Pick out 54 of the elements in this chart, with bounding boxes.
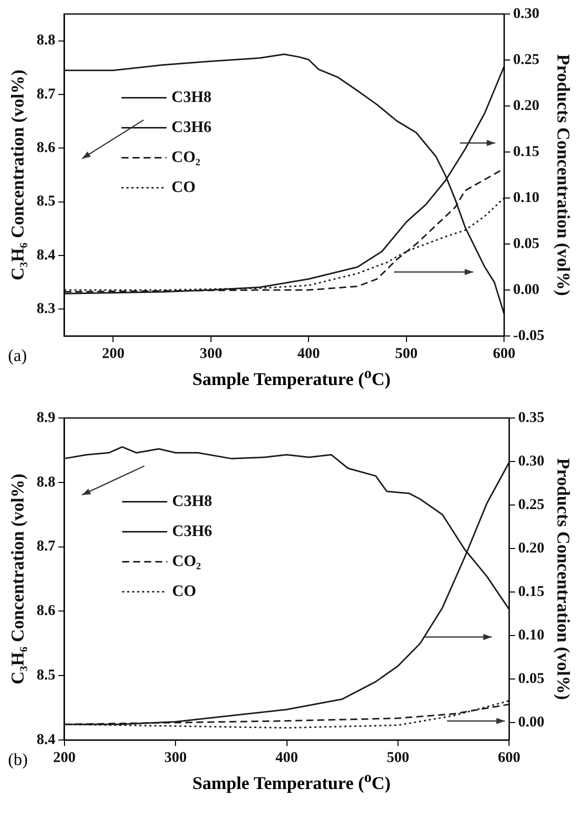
x-tick-label: 400 <box>276 750 298 766</box>
legend-label: CO <box>172 178 196 196</box>
legend-label: CO₂ <box>172 552 202 570</box>
x-tick-label: 400 <box>297 346 320 362</box>
legend-label: C3H8 <box>172 88 212 106</box>
x-tick-label: 200 <box>102 346 124 362</box>
y-tick-label: 8.6 <box>36 140 56 156</box>
y2-tick-label: 0.15 <box>518 584 544 600</box>
legend-label: C3H6 <box>172 118 212 136</box>
y-tick-label: 8.8 <box>36 32 56 49</box>
y-tick-label: 8.7 <box>36 86 56 102</box>
y2-tick-label: -0.05 <box>513 328 544 344</box>
y-tick-label: 8.6 <box>36 603 56 620</box>
y-tick-label: 8.9 <box>36 410 56 426</box>
legend-label: CO <box>172 582 196 600</box>
y2-tick-label: 0.30 <box>518 453 544 470</box>
y2-tick-label: 0.00 <box>513 282 540 298</box>
y2-tick-label: 0.00 <box>518 714 544 730</box>
y-tick-label: 8.3 <box>36 301 56 318</box>
text: (a) <box>8 346 27 366</box>
y2-axis-title: Products Concentration (vol%) <box>554 54 574 296</box>
x-tick-label: 600 <box>492 346 516 362</box>
y2-tick-label: 0.25 <box>518 496 544 513</box>
y2-tick-label: 0.35 <box>518 410 544 426</box>
y-tick-label: 8.5 <box>36 667 56 684</box>
y-axis-title: C₃H₆ Concentration (vol%) <box>7 474 28 684</box>
x-tick-label: 500 <box>386 750 410 766</box>
x-axis-title: Sample Temperature ($^{o}$C) <box>191 770 392 794</box>
x-tick-label: 300 <box>200 346 222 362</box>
legend-label: C3H8 <box>172 492 212 510</box>
y2-tick-label: 0.05 <box>518 670 544 687</box>
y-tick-label: 8.8 <box>36 474 56 490</box>
y2-tick-label: 0.20 <box>513 98 540 114</box>
x-tick-label: 600 <box>498 750 520 766</box>
legend-label: CO₂ <box>172 148 201 166</box>
x-tick-label: 300 <box>164 750 187 766</box>
y2-tick-label: 0.10 <box>513 190 540 206</box>
y-axis-title: C₃H₆ Concentration (vol%) <box>7 70 28 280</box>
x-axis-title: Sample Temperature ($^{o}$C) <box>191 366 392 390</box>
y2-tick-label: 0.20 <box>518 540 544 556</box>
y-tick-label: 8.5 <box>36 194 56 210</box>
y2-tick-label: 0.05 <box>513 236 540 252</box>
text: (b) <box>8 750 28 770</box>
y2-tick-label: 0.10 <box>518 627 544 644</box>
y-tick-label: 8.4 <box>36 247 56 264</box>
y2-tick-label: 0.25 <box>513 52 540 68</box>
y2-tick-label: 0.30 <box>513 6 540 22</box>
y-tick-label: 8.4 <box>36 732 56 748</box>
y2-tick-label: 0.15 <box>513 144 540 160</box>
y-tick-label: 8.7 <box>36 538 56 555</box>
legend-label: C3H6 <box>172 522 212 540</box>
x-tick-label: 500 <box>395 346 418 362</box>
x-tick-label: 200 <box>53 750 76 766</box>
y2-axis-title: Products Concentration (vol%) <box>554 458 574 700</box>
